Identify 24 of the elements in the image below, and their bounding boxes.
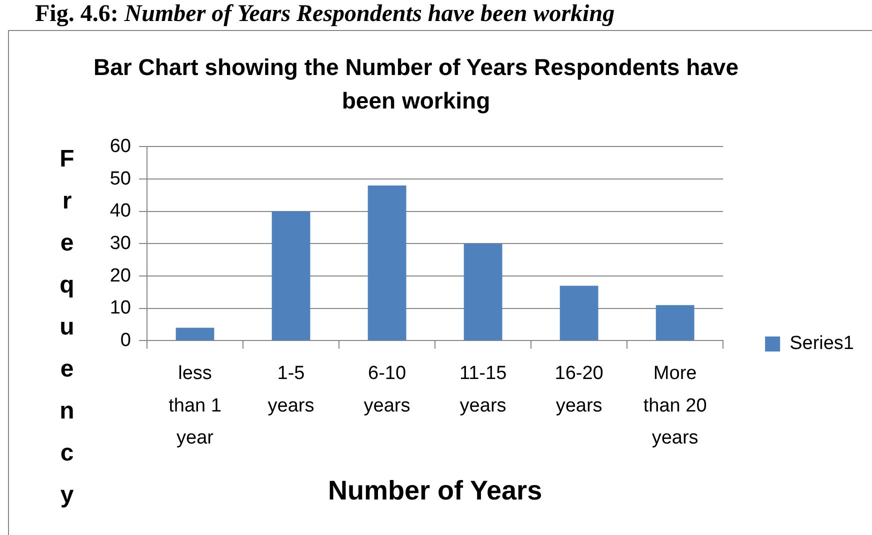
y-tick-label: 10 [110,298,131,319]
x-axis-title: Number of Years [328,475,542,506]
bar [176,328,214,340]
y-tick-label: 60 [110,136,131,157]
x-tick-label: 11-15 years [459,363,507,416]
y-tick-label: 0 [120,330,131,351]
y-tick-label: 30 [110,232,131,254]
x-tick-label: 6-10 years [364,363,410,416]
x-tick-label: 16-20 years [554,363,604,416]
bar [560,286,598,340]
y-tick-label: 20 [110,265,131,286]
y-tick-label: 40 [110,200,131,222]
x-tick-label: less than 1 year [168,363,222,449]
caption: Fig. 4.6: Number of Years Respondents have been working [35,1,615,27]
y-tick-label: 50 [110,168,131,190]
legend-label: Series1 [790,333,854,354]
bar [272,211,310,340]
bar [464,244,502,340]
bar [656,305,694,340]
text: Frequency [60,145,74,508]
bar [368,186,406,340]
x-tick-label: 1-5 years [268,363,314,416]
x-tick-label: More than 20 years [643,363,707,449]
chart-title: Bar Chart showing the Number of Years Respondents have been working [94,54,738,114]
